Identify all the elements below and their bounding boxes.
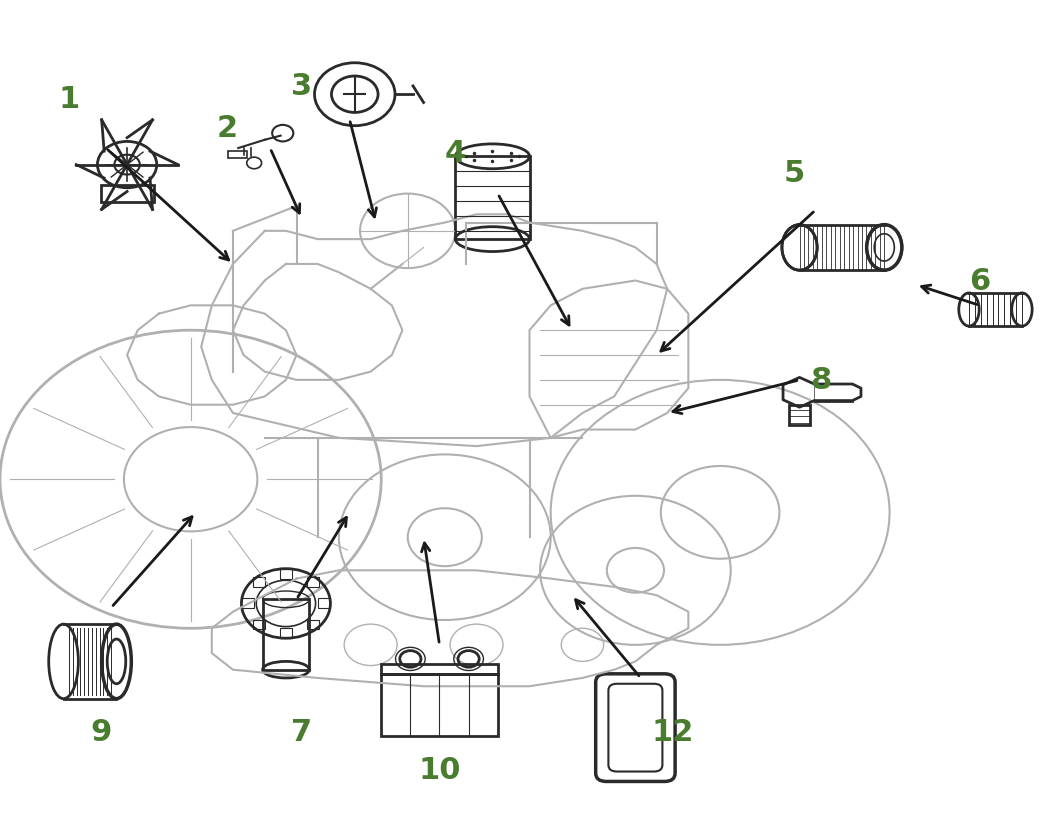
Bar <box>306 619 319 629</box>
Bar <box>241 599 254 609</box>
Bar <box>101 186 154 203</box>
Text: 6: 6 <box>969 266 990 296</box>
Bar <box>381 674 498 736</box>
Text: 2: 2 <box>217 113 238 143</box>
Bar <box>263 600 309 670</box>
Bar <box>306 578 319 588</box>
Text: 7: 7 <box>291 717 312 747</box>
Text: 12: 12 <box>651 717 694 747</box>
Bar <box>228 152 247 159</box>
Text: 1: 1 <box>58 84 79 114</box>
Bar <box>455 157 530 240</box>
Bar <box>815 389 852 401</box>
Text: 5: 5 <box>784 159 805 189</box>
Text: 9: 9 <box>90 717 111 747</box>
Bar <box>789 405 810 426</box>
Text: 3: 3 <box>291 72 312 102</box>
Text: 4: 4 <box>445 138 466 168</box>
Text: 10: 10 <box>418 754 461 784</box>
Text: 8: 8 <box>810 366 831 395</box>
Polygon shape <box>815 385 861 401</box>
Bar <box>253 578 266 588</box>
Bar <box>381 664 498 674</box>
Bar <box>280 569 292 579</box>
Bar <box>318 599 330 609</box>
Bar <box>253 619 266 629</box>
Bar <box>280 629 292 638</box>
